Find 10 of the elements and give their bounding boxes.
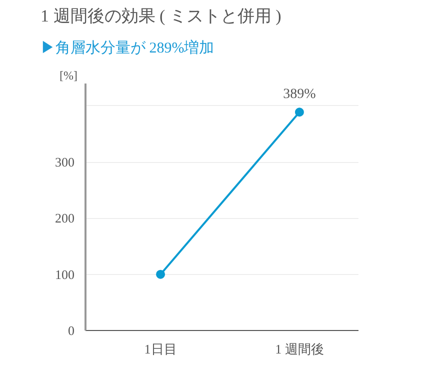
chart-title: 1 週間後の効果 ( ミストと併用 ) bbox=[40, 6, 282, 26]
y-axis-title: [%] bbox=[60, 68, 78, 82]
y-tick-label: 300 bbox=[55, 154, 74, 170]
x-tick-label: 1 週間後 bbox=[275, 342, 324, 356]
data-label: 389% bbox=[283, 87, 316, 102]
y-tick-label: 0 bbox=[68, 323, 74, 338]
x-tick-label: 1日目 bbox=[144, 342, 177, 356]
y-tick-label: 100 bbox=[55, 266, 74, 282]
y-tick-label: 200 bbox=[55, 210, 74, 226]
chart-subtitle: ▶角層水分量が 289%増加 bbox=[40, 40, 214, 56]
